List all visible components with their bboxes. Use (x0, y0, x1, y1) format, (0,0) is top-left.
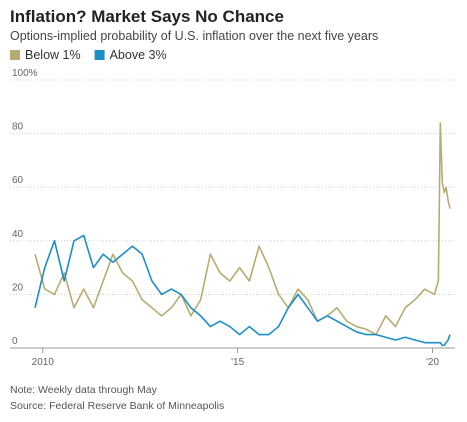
chart-title: Inflation? Market Says No Chance (10, 7, 284, 26)
note: Note: Weekly data through May (10, 384, 158, 396)
legend-swatch (10, 50, 20, 60)
legend: Below 1% Above 3% (10, 48, 167, 62)
legend-label: Below 1% (25, 48, 81, 62)
source: Source: Federal Reserve Bank of Minneapo… (10, 400, 224, 412)
legend-label: Above 3% (110, 48, 167, 62)
series-line (34, 234, 451, 347)
x-tick-label: '15 (231, 357, 244, 368)
x-tick-label: 2010 (32, 357, 55, 368)
y-tick-label: 0 (12, 336, 18, 347)
x-tick-label: '20 (426, 357, 439, 368)
y-tick-label: 60 (12, 175, 24, 186)
y-tick-label: 80 (12, 122, 24, 133)
series-line (34, 122, 451, 336)
y-tick-label: 20 (12, 282, 24, 293)
chart-subtitle: Options-implied probability of U.S. infl… (10, 29, 378, 43)
y-tick-label: 100% (12, 68, 38, 79)
legend-swatch (94, 50, 105, 60)
y-tick-label: 40 (12, 229, 24, 240)
